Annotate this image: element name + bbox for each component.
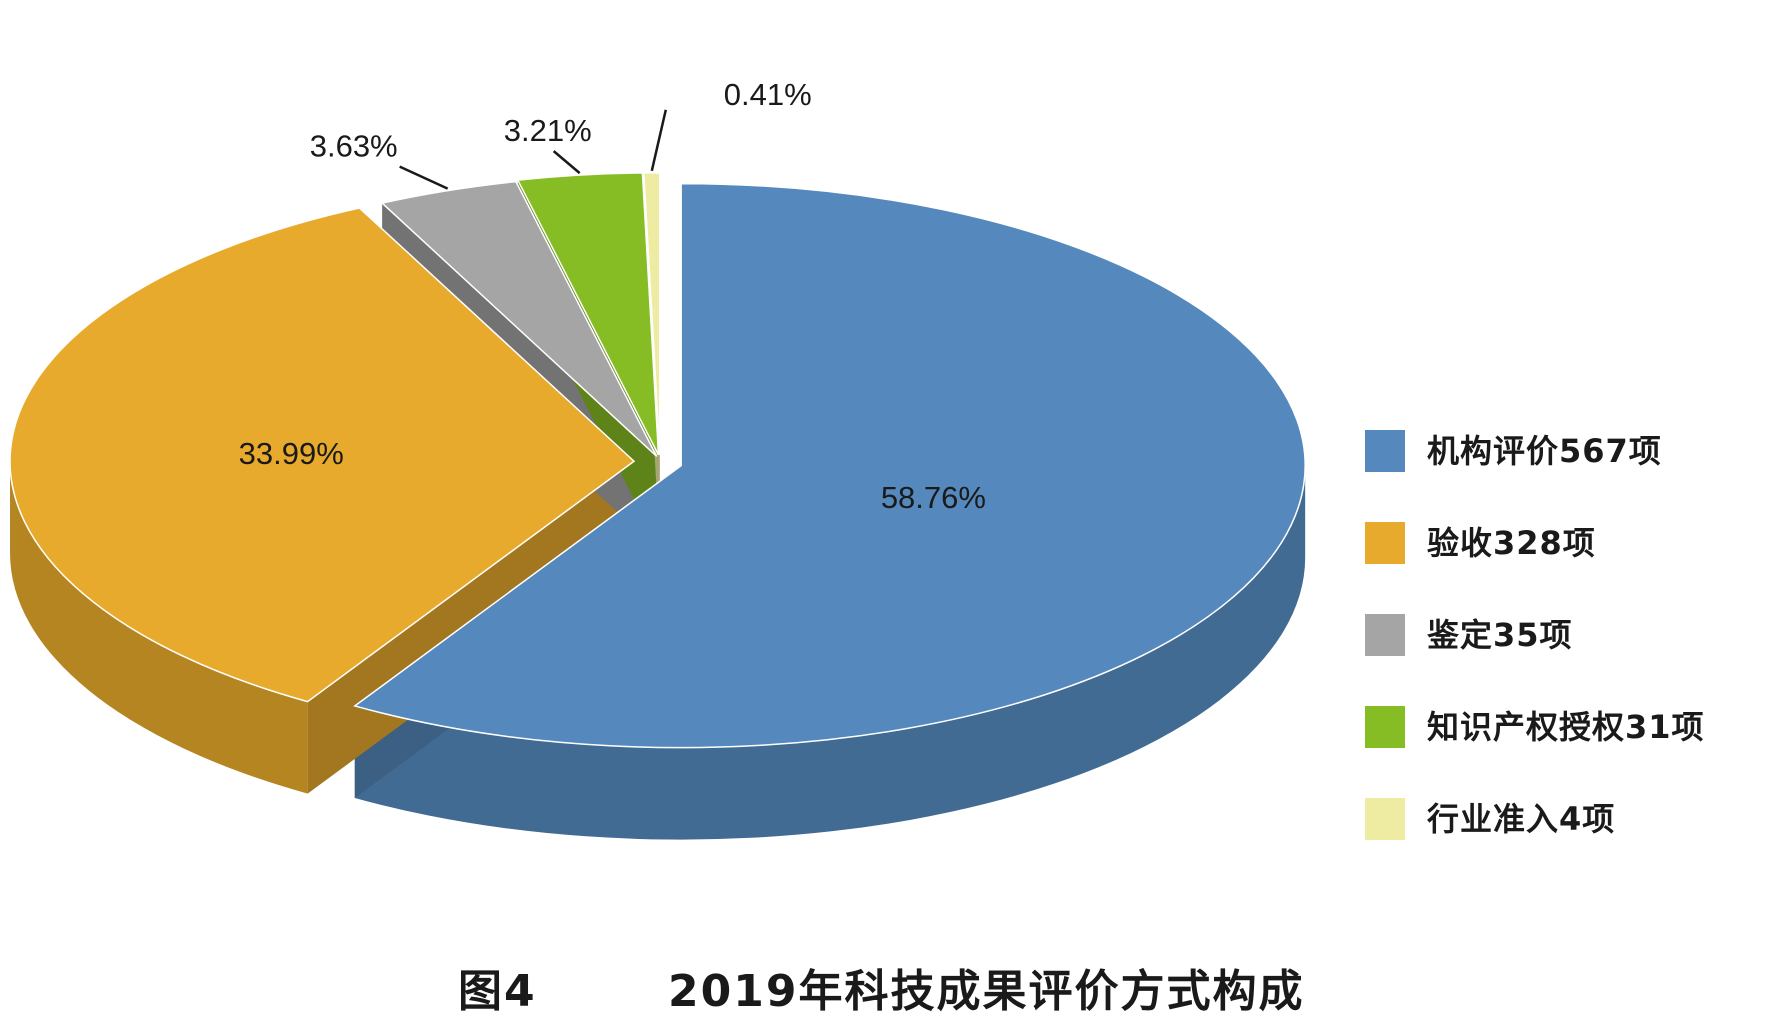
- pie-slice: [353, 182, 1306, 749]
- figure-number: 图4: [458, 966, 537, 1017]
- pie-slice: [380, 180, 658, 457]
- figure-title: 2019年科技成果评价方式构成: [668, 966, 1305, 1017]
- legend-label: 鉴定35项: [1427, 616, 1573, 654]
- legend-item-appraisal: 鉴定35项: [1365, 612, 1765, 704]
- legend-item-acceptance: 验收328项: [1365, 520, 1765, 612]
- legend-swatch: [1365, 522, 1405, 564]
- pie-slice-side: [10, 461, 308, 794]
- slice-value-label: 33.99%: [239, 436, 344, 471]
- slice-value-label: 0.41%: [724, 77, 812, 112]
- legend-label: 验收328项: [1427, 524, 1596, 562]
- figure-caption: 图4 2019年科技成果评价方式构成: [0, 955, 1783, 1017]
- pie-tops-layer: [9, 172, 1306, 749]
- slice-value-label: 3.21%: [504, 113, 592, 148]
- legend-label: 知识产权授权31项: [1427, 708, 1705, 746]
- leader-line: [650, 109, 668, 172]
- slice-value-label: 58.76%: [881, 480, 986, 515]
- pie-slice: [516, 172, 660, 456]
- legend-swatch: [1365, 614, 1405, 656]
- legend-item-industry-access: 行业准入4项: [1365, 796, 1765, 888]
- leader-line: [552, 150, 581, 175]
- legend: 机构评价567项 验收328项 鉴定35项 知识产权授权31项 行业准入4项: [1365, 428, 1765, 888]
- legend-item-institution: 机构评价567项: [1365, 428, 1765, 520]
- pie-slice: [9, 207, 636, 703]
- slice-value-label: 3.63%: [310, 129, 398, 164]
- pie-labels-layer: 58.76% 33.99% 3.63% 3.21% 0.41%: [239, 77, 986, 515]
- legend-label: 行业准入4项: [1427, 800, 1616, 838]
- legend-swatch: [1365, 430, 1405, 472]
- legend-swatch: [1365, 706, 1405, 748]
- legend-item-ip-authorization: 知识产权授权31项: [1365, 704, 1765, 796]
- legend-swatch: [1365, 798, 1405, 840]
- pie-slice-side: [354, 465, 1306, 840]
- pie-slice: [642, 172, 661, 455]
- legend-label: 机构评价567项: [1427, 432, 1662, 470]
- leader-line: [399, 165, 449, 190]
